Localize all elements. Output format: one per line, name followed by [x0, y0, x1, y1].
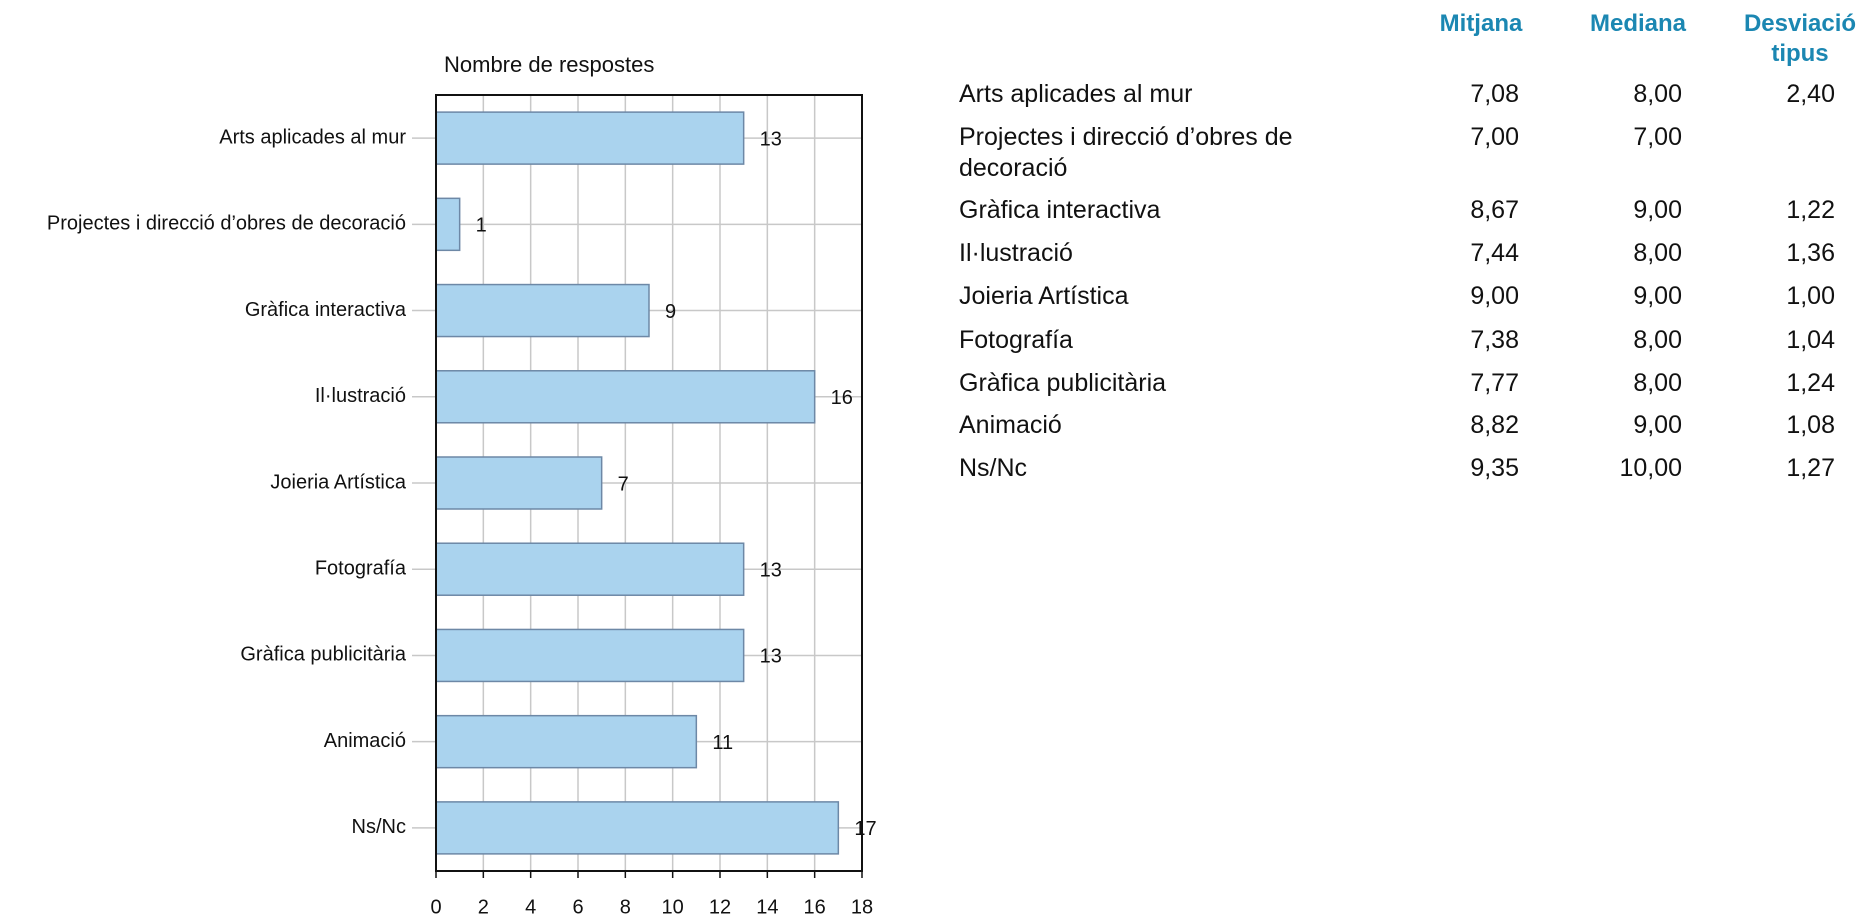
x-tick-label: 6: [572, 896, 583, 918]
row-label: Projectes i direcció d’obres de decoraci…: [959, 123, 1293, 182]
bar: [435, 370, 816, 424]
column-header: Mitjana: [1439, 10, 1523, 37]
cell-value: 10,00: [1619, 454, 1682, 482]
y-tick-label: Ns/Nc: [352, 816, 406, 838]
row-label: Arts aplicades al mur: [959, 80, 1193, 108]
bar: [435, 542, 745, 596]
x-tick-label: 2: [478, 896, 489, 918]
y-tick-label: Joieria Artística: [270, 471, 406, 493]
bar: [435, 801, 840, 855]
cell-value: 9,35: [1470, 454, 1519, 482]
plot-frame: [435, 94, 863, 872]
data-label: 17: [854, 818, 876, 840]
data-label: 13: [760, 128, 782, 150]
data-label: 13: [760, 646, 782, 668]
cell-value: 8,67: [1470, 196, 1519, 224]
x-tick-label: 8: [620, 896, 631, 918]
bar: [435, 111, 745, 165]
cell-value: 1,36: [1786, 239, 1835, 267]
column-header: Mediana: [1589, 10, 1687, 37]
cell-value: 9,00: [1470, 282, 1519, 310]
y-tick-label: Fotografía: [315, 558, 407, 580]
column-header: Desviació tipus: [1743, 10, 1857, 67]
cell-value: 1,27: [1786, 454, 1835, 482]
row-label: Joieria Artística: [959, 282, 1129, 310]
row-label: Fotografía: [959, 326, 1073, 354]
x-tick-label: 4: [525, 896, 536, 918]
row-label: Animació: [959, 411, 1062, 439]
x-tick-label: 16: [804, 896, 826, 918]
cell-value: 8,00: [1633, 239, 1682, 267]
x-tick-label: 14: [756, 896, 778, 918]
x-tick-label: 10: [662, 896, 684, 918]
cell-value: 7,44: [1470, 239, 1519, 267]
row-label: Ns/Nc: [959, 454, 1028, 482]
cell-value: 1,00: [1786, 282, 1835, 310]
data-label: 1: [476, 215, 487, 237]
y-tick-label: Gràfica publicitària: [240, 644, 407, 666]
y-tick-label: Il·lustració: [315, 385, 406, 407]
x-tick-label: 18: [851, 896, 873, 918]
cell-value: 8,82: [1470, 411, 1519, 439]
y-tick-label: Projectes i direcció d’obres de decoraci…: [47, 213, 406, 235]
bar: [435, 456, 603, 510]
row-label: Il·lustració: [959, 239, 1073, 267]
cell-value: 7,00: [1633, 123, 1682, 151]
cell-value: 1,22: [1786, 196, 1835, 224]
cell-value: 8,00: [1633, 80, 1682, 108]
bar: [435, 283, 650, 338]
x-tick-label: 12: [709, 896, 731, 918]
cell-value: 7,77: [1470, 369, 1519, 397]
cell-value: 9,00: [1633, 411, 1682, 439]
y-tick-label: Arts aplicades al mur: [219, 126, 406, 148]
bar: [435, 197, 461, 252]
data-label: 7: [618, 473, 629, 495]
y-tick-label: Gràfica interactiva: [245, 299, 407, 321]
data-label: 11: [712, 732, 733, 754]
data-label: 9: [665, 301, 676, 323]
cell-value: 9,00: [1633, 282, 1682, 310]
cell-value: 1,08: [1786, 411, 1835, 439]
y-tick-label: Animació: [324, 730, 406, 752]
chart: Nombre de respostes 0 2 4 6 8 10 12 14 16 18 Arts …: [47, 52, 877, 918]
data-label: 13: [760, 560, 782, 582]
cell-value: 2,40: [1786, 80, 1835, 108]
cell-value: 8,00: [1633, 369, 1682, 397]
cell-value: 8,00: [1633, 326, 1682, 354]
bar: [435, 628, 745, 683]
chart-title: Nombre de respostes: [444, 52, 654, 77]
row-label: Gràfica publicitària: [959, 369, 1167, 397]
cell-value: 1,04: [1786, 326, 1835, 354]
row-label: Gràfica interactiva: [959, 196, 1161, 224]
cell-value: 1,24: [1786, 369, 1835, 397]
bar: [435, 714, 698, 769]
cell-value: 7,38: [1470, 326, 1519, 354]
x-tick-label: 0: [430, 896, 441, 918]
cell-value: 7,00: [1470, 123, 1519, 151]
cell-value: 9,00: [1633, 196, 1682, 224]
cell-value: 7,08: [1470, 80, 1519, 108]
data-label: 16: [831, 387, 853, 409]
